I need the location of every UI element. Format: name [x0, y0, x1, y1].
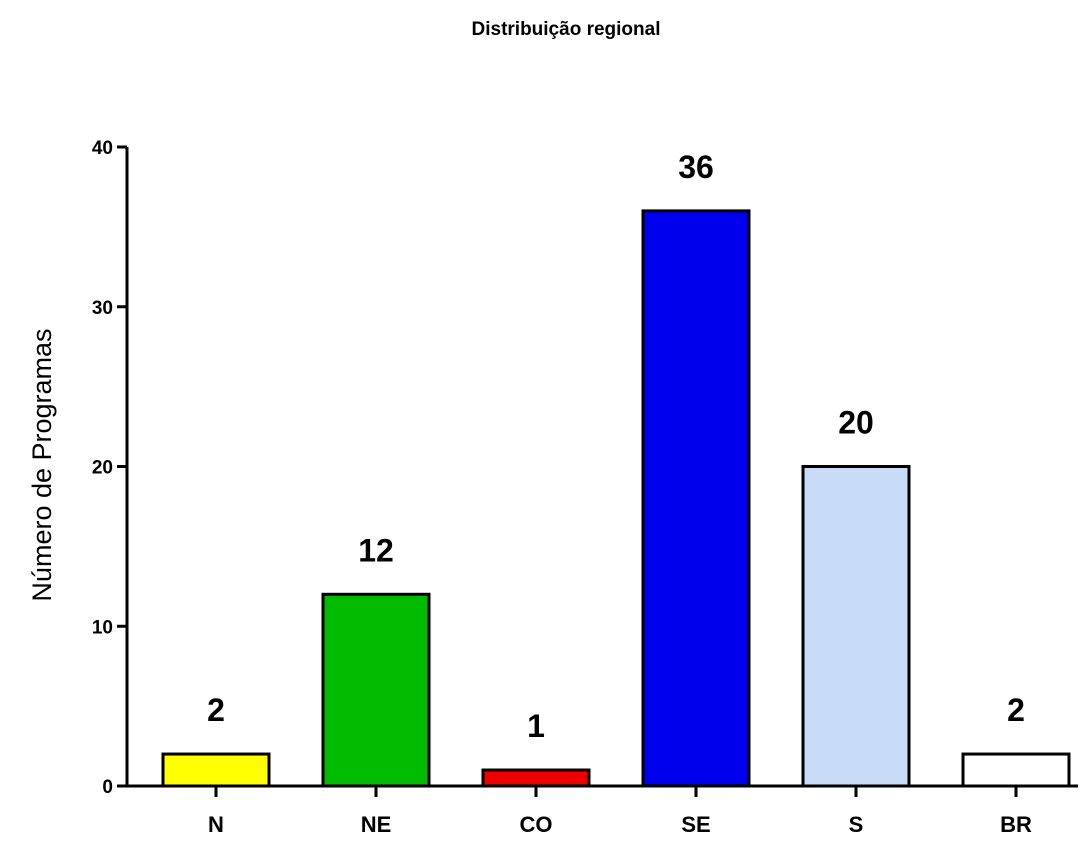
x-tick-label: SE	[681, 812, 710, 837]
data-label: 12	[358, 532, 394, 568]
chart-title: Distribuição regional	[472, 19, 661, 40]
bar-se	[641, 209, 751, 788]
x-tick-label: BR	[1000, 812, 1032, 837]
bar-br	[961, 752, 1071, 788]
y-tick-label: 40	[92, 138, 113, 159]
x-tick-label: NE	[361, 812, 392, 837]
data-label: 2	[1007, 692, 1025, 728]
y-axis-label: Número de Programas	[27, 328, 57, 601]
bar-s	[801, 465, 911, 788]
y-tick-label: 0	[102, 777, 113, 798]
bar-n	[161, 752, 271, 788]
x-tick-label: N	[208, 812, 224, 837]
y-tick-label: 10	[92, 617, 113, 638]
data-label: 20	[838, 405, 874, 441]
x-tick-label: CO	[520, 812, 553, 837]
data-label: 36	[678, 149, 714, 185]
data-labels: 2 12 1 36 20 2	[207, 149, 1025, 744]
data-label: 1	[527, 708, 545, 744]
y-tick-label: 20	[92, 458, 113, 479]
bar-co	[481, 768, 591, 788]
data-label: 2	[207, 692, 225, 728]
bars	[161, 209, 1071, 788]
bar-ne	[321, 592, 431, 788]
y-tick-label: 30	[92, 298, 113, 319]
axes: 0 10 20 30 40 N NE CO SE S BR	[92, 138, 1078, 837]
x-tick-label: S	[849, 812, 864, 837]
